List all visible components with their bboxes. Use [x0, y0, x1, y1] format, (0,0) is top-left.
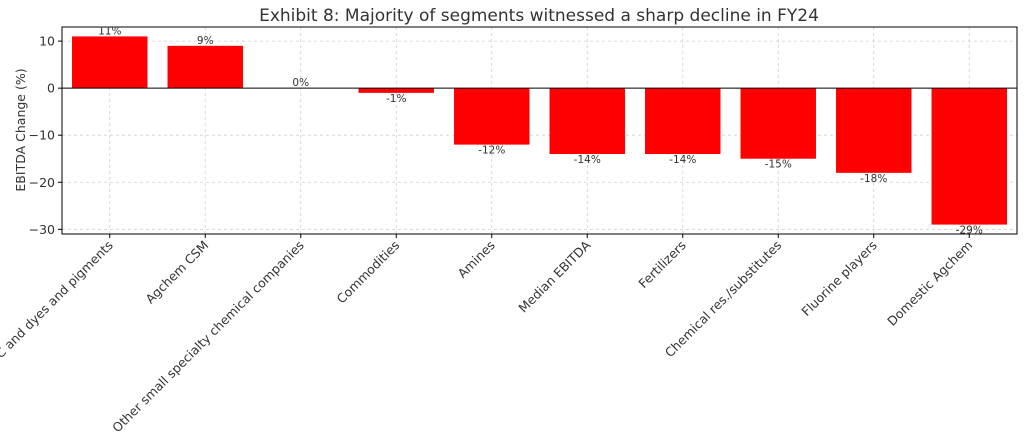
x-tick-label: Amines — [455, 238, 498, 281]
data-label: -18% — [860, 173, 887, 185]
y-axis-ticks: 10 0 −10 −20 −30 — [29, 34, 62, 237]
chart-title: Exhibit 8: Majority of segments witnesse… — [259, 6, 819, 26]
data-label: 0% — [292, 77, 309, 89]
y-tick-label: −10 — [29, 128, 55, 143]
bar — [836, 88, 912, 173]
y-axis-label: EBITDA Change (%) — [13, 68, 28, 191]
x-tick-label: HPC and dyes and pigments — [0, 238, 116, 374]
x-tick-label: Fluorine players — [798, 238, 879, 319]
data-label: 9% — [197, 35, 214, 47]
data-label: -12% — [478, 145, 505, 157]
x-tick-label: Commodities — [334, 238, 403, 307]
y-tick-label: −30 — [29, 222, 55, 237]
x-tick-label: Median EBITDA — [515, 237, 593, 315]
data-label: -15% — [765, 159, 792, 171]
y-tick-label: 0 — [47, 81, 55, 96]
bar — [740, 88, 816, 159]
x-axis-ticks: HPC and dyes and pigments Agchem CSMOther… — [0, 234, 975, 435]
bar — [454, 88, 530, 145]
data-label: -14% — [574, 154, 601, 166]
x-tick-label: Other small specialty chemical companies — [109, 238, 307, 436]
data-label: -1% — [386, 93, 406, 105]
data-label: -14% — [669, 154, 696, 166]
bars — [72, 36, 1007, 225]
x-tick-label: Agchem CSM — [142, 238, 211, 307]
data-label: -29% — [956, 225, 983, 237]
data-label: 11% — [98, 25, 121, 37]
bar — [645, 88, 721, 155]
plot-frame — [61, 26, 1018, 235]
x-tick-label: Domestic Agchem — [884, 238, 975, 329]
bar — [72, 36, 148, 89]
bar — [167, 45, 243, 89]
data-labels: 11% 9% 0% -1% -12% -14% -14% -15% -18% -29% — [98, 25, 983, 236]
y-tick-label: 10 — [39, 34, 55, 49]
y-tick-label: −20 — [29, 175, 55, 190]
x-tick-label: Fertilizers — [635, 238, 688, 291]
bar — [931, 88, 1007, 225]
bar — [549, 88, 625, 155]
bar — [358, 88, 434, 93]
